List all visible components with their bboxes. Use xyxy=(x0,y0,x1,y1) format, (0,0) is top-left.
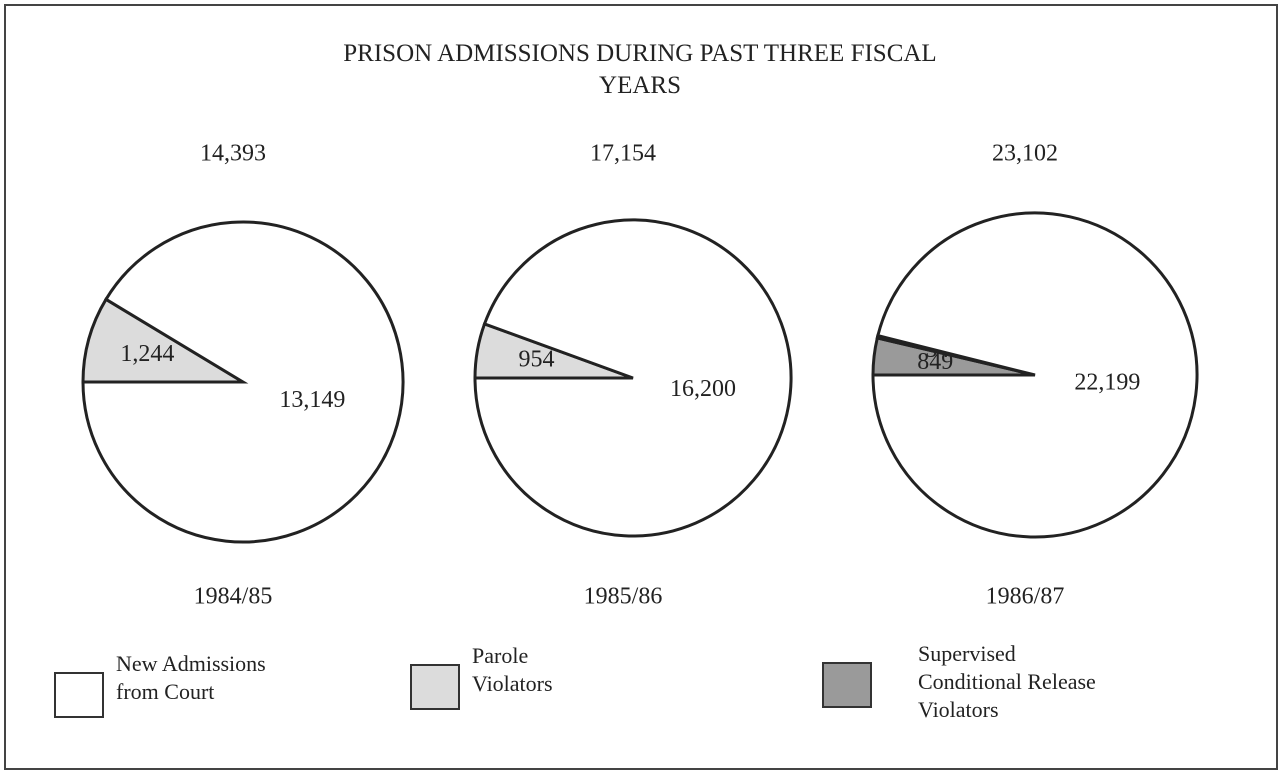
slice-label: 13,149 xyxy=(279,387,345,413)
pie-total: 17,154 xyxy=(590,141,656,167)
pie-total: 14,393 xyxy=(200,141,266,167)
legend-label: Supervised Conditional Release Violators xyxy=(918,641,1096,722)
slice-label: 1,244 xyxy=(120,341,174,367)
frame xyxy=(4,4,1278,770)
pie-slice xyxy=(473,218,793,538)
legend-label: New Admissions from Court xyxy=(116,651,266,704)
slice-label: 954 xyxy=(519,346,555,372)
slice-label: 22,199 xyxy=(1074,369,1140,395)
pie-slice xyxy=(81,297,249,384)
pie-total: 23,102 xyxy=(992,141,1058,167)
legend-swatch xyxy=(822,662,872,708)
pie-slice xyxy=(81,220,405,544)
pie-slice xyxy=(871,211,1199,539)
slice-label: 16,200 xyxy=(670,376,736,402)
pie-label: 1986/87 xyxy=(986,584,1065,610)
legend-swatch xyxy=(54,672,104,718)
legend-swatch xyxy=(410,664,460,710)
legend-label: Parole Violators xyxy=(472,643,553,696)
pie-label: 1984/85 xyxy=(194,584,273,610)
pie-label: 1985/86 xyxy=(584,584,663,610)
chart-title: PRISON ADMISSIONS DURING PAST THREE FISC… xyxy=(343,40,937,99)
